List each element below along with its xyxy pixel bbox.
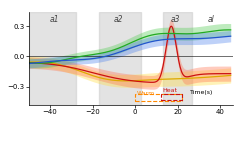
Text: a2: a2 [113, 15, 123, 24]
Bar [163, 12, 192, 105]
Text: a3: a3 [171, 15, 180, 24]
Bar [161, 94, 182, 100]
Bar [135, 94, 182, 101]
Bar [29, 12, 76, 105]
Text: Heat: Heat [163, 88, 178, 93]
Text: al: al [208, 15, 215, 24]
Text: Warm: Warm [137, 91, 156, 96]
Text: a1: a1 [49, 15, 59, 24]
Bar [99, 12, 141, 105]
Text: Time(s): Time(s) [190, 90, 214, 95]
